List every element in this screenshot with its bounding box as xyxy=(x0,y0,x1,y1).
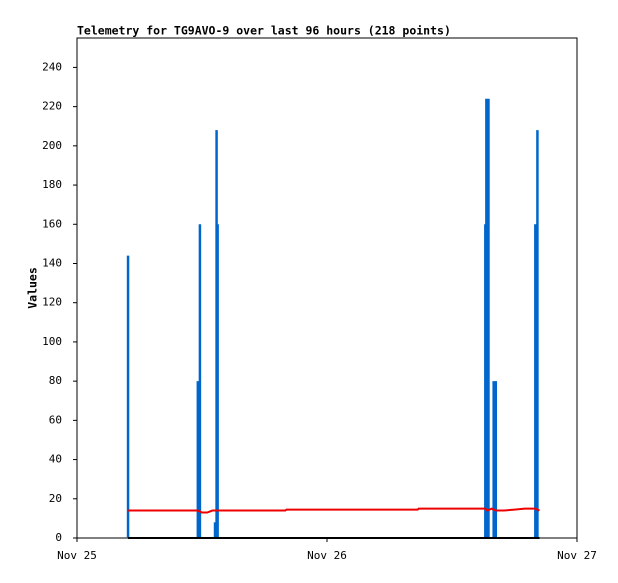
y-tick-label: 60 xyxy=(49,413,62,426)
y-axis-label: Values xyxy=(26,267,40,309)
y-tick-label: 240 xyxy=(42,60,62,73)
y-tick-label: 20 xyxy=(49,492,62,505)
chart-title: Telemetry for TG9AVO-9 over last 96 hour… xyxy=(77,24,451,38)
y-tick-label: 80 xyxy=(49,374,62,387)
x-tick-label: Nov 27 xyxy=(557,549,597,562)
y-tick-label: 180 xyxy=(42,178,62,191)
y-tick-label: 220 xyxy=(42,100,62,113)
line xyxy=(128,507,540,514)
x-tick-label: Nov 26 xyxy=(307,549,347,562)
y-tick-label: 0 xyxy=(55,531,62,544)
y-tick-label: 140 xyxy=(42,256,62,269)
x-tick-label: Nov 25 xyxy=(57,549,97,562)
y-tick-label: 160 xyxy=(42,217,62,230)
y-tick-label: 120 xyxy=(42,296,62,309)
y-tick-label: 200 xyxy=(42,139,62,152)
y-tick-label: 100 xyxy=(42,335,62,348)
y-tick-label: 40 xyxy=(49,453,62,466)
